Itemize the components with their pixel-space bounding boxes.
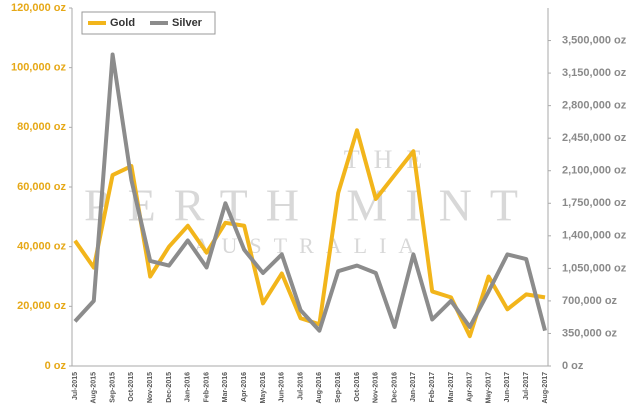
x-tick-label: Feb-2016 — [203, 372, 210, 402]
x-tick-label: Jan-2017 — [410, 372, 417, 402]
x-tick-label: Oct-2016 — [354, 372, 361, 402]
x-tick-label: Aug-2016 — [316, 372, 323, 404]
y-tick-label: 100,000 oz — [11, 62, 67, 74]
x-tick-label: Nov-2016 — [373, 372, 380, 403]
y2-tick-label: 350,000 oz — [562, 327, 618, 339]
y-tick-label: 120,000 oz — [11, 2, 67, 14]
x-tick-label: Jan-2016 — [185, 372, 192, 402]
x-tick-label: Sep-2015 — [109, 372, 116, 403]
watermark: PERTH MINT — [84, 180, 536, 231]
x-tick-label: Nov-2015 — [147, 372, 154, 403]
x-tick-label: Jun-2016 — [279, 372, 286, 402]
x-tick-label: Oct-2015 — [128, 372, 135, 402]
y2-tick-label: 0 oz — [562, 360, 584, 372]
x-tick-label: Mar-2016 — [222, 372, 229, 402]
watermark: THE — [344, 145, 437, 174]
series-line — [73, 52, 547, 333]
y2-tick-label: 1,400,000 oz — [562, 230, 627, 242]
x-tick-label: May-2016 — [260, 372, 267, 404]
x-tick-label: Mar-2017 — [448, 372, 455, 402]
watermark: AUSTRALIA — [194, 233, 427, 258]
x-tick-label: Dec-2016 — [391, 372, 398, 403]
legend — [81, 11, 216, 35]
y2-tick-label: 3,500,000 oz — [562, 34, 627, 46]
y2-tick-label: 2,450,000 oz — [562, 132, 627, 144]
x-tick-label: May-2017 — [485, 372, 492, 404]
x-tick-label: Sep-2016 — [335, 372, 342, 403]
y-tick-label: 20,000 oz — [17, 300, 66, 312]
y-tick-label: 80,000 oz — [17, 121, 66, 133]
y-tick-label: 0 oz — [45, 360, 67, 372]
x-tick-label: Jul-2016 — [297, 372, 304, 400]
x-tick-label: Dec-2015 — [166, 372, 173, 403]
y2-tick-label: 700,000 oz — [562, 295, 618, 307]
x-tick-label: Aug-2015 — [91, 372, 98, 404]
y2-tick-label: 2,800,000 oz — [562, 100, 627, 112]
x-tick-label: Feb-2017 — [429, 372, 436, 402]
x-tick-label: Jun-2017 — [504, 372, 511, 402]
y-tick-label: 40,000 oz — [17, 241, 66, 253]
x-tick-label: Jul-2017 — [523, 372, 530, 400]
legend-label: Silver — [172, 17, 203, 29]
y2-tick-label: 2,100,000 oz — [562, 165, 627, 177]
y2-tick-label: 1,050,000 oz — [562, 262, 627, 274]
x-tick-label: Apr-2016 — [241, 372, 248, 402]
y-tick-label: 60,000 oz — [17, 181, 66, 193]
x-tick-label: Aug-2017 — [542, 372, 549, 404]
legend-label: Gold — [110, 17, 135, 29]
x-tick-label: Apr-2017 — [467, 372, 474, 402]
y2-tick-label: 1,750,000 oz — [562, 197, 627, 209]
y2-tick-label: 3,150,000 oz — [562, 67, 627, 79]
x-tick-label: Jul-2015 — [72, 372, 79, 400]
